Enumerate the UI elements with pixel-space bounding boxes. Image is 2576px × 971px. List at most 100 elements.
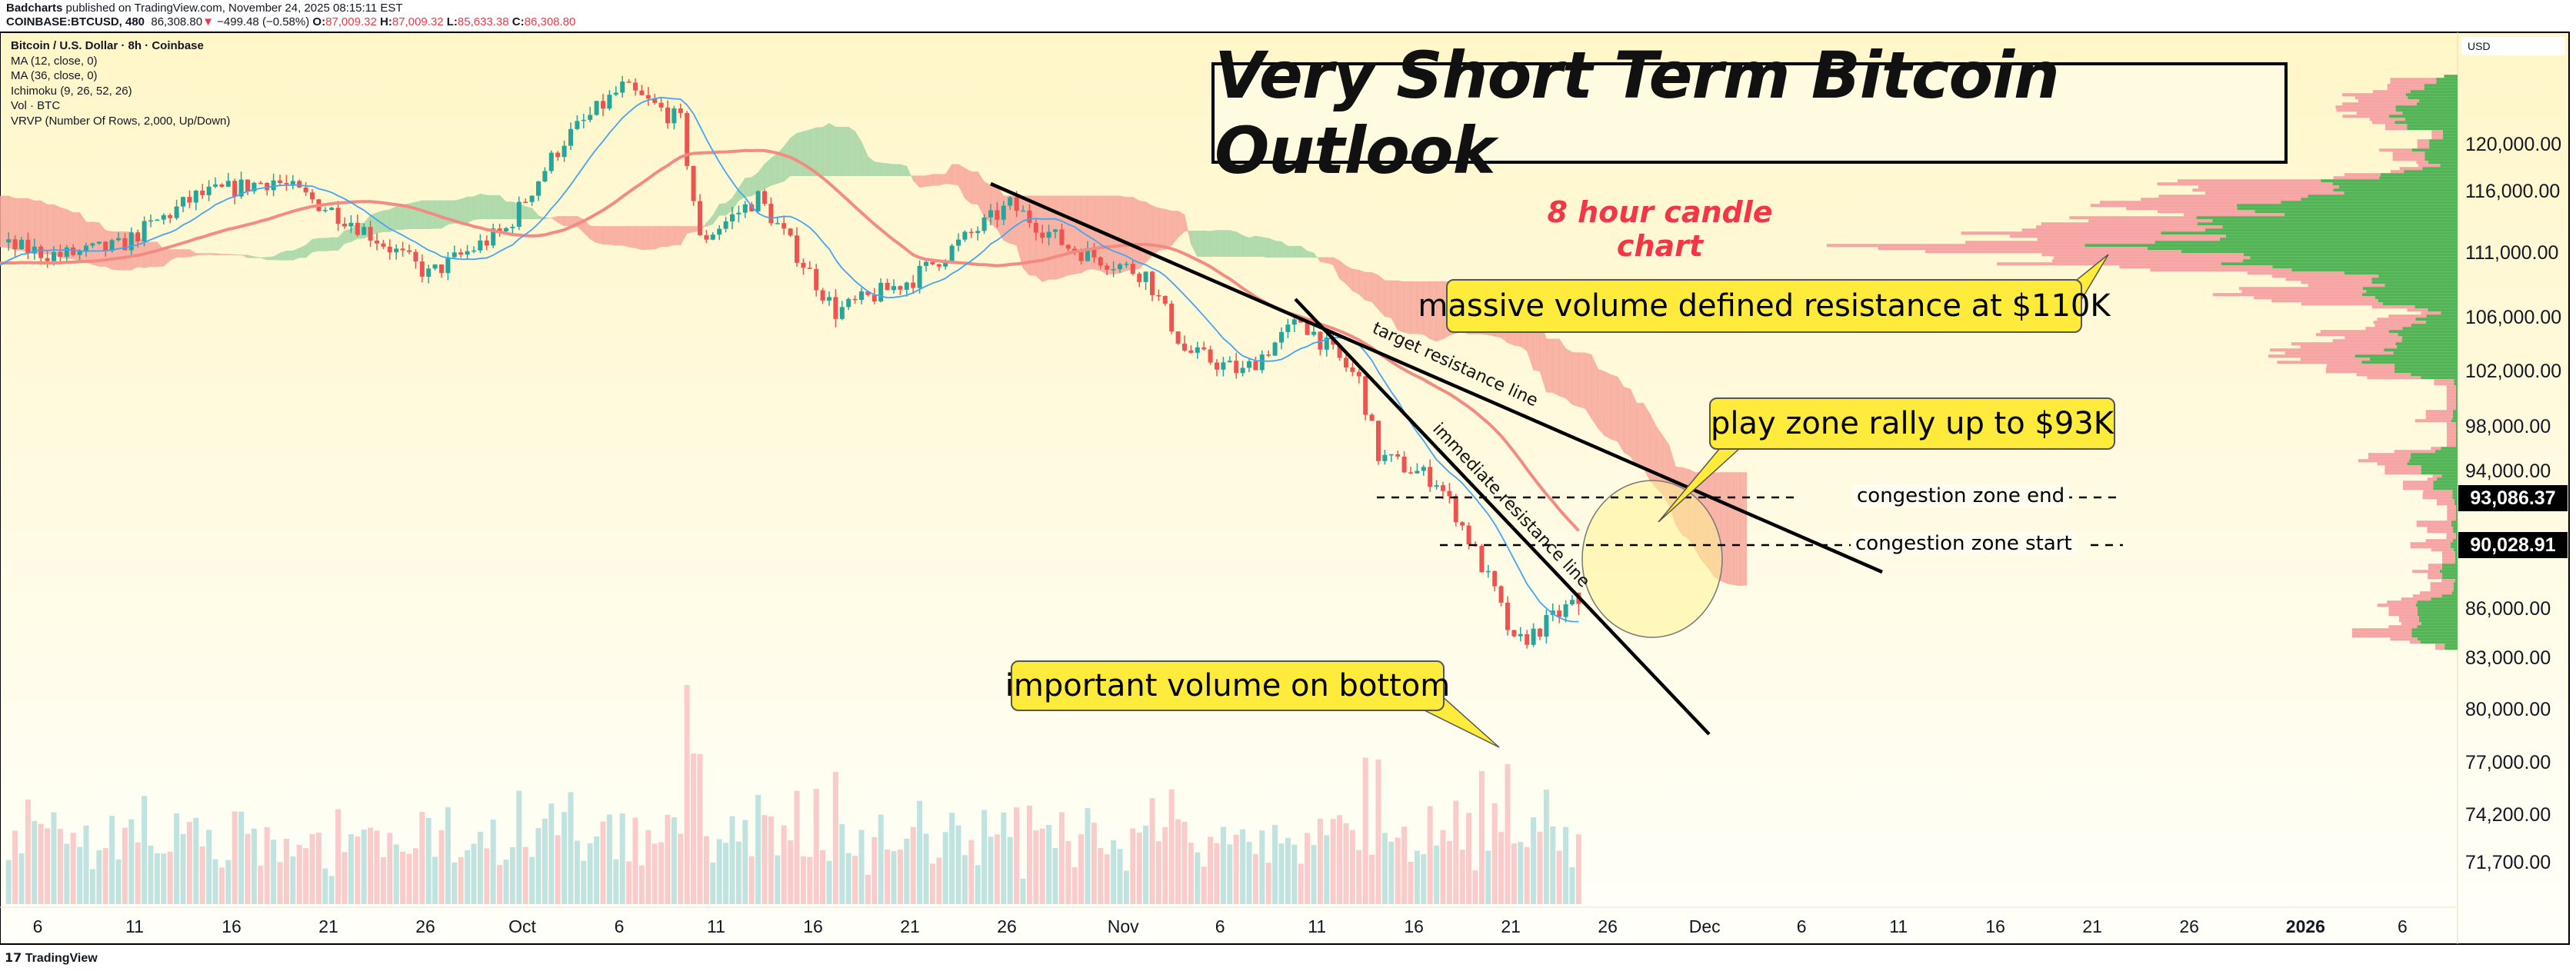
- chart-subtitle[interactable]: 8 hour candle chart: [1547, 195, 1773, 263]
- volume-bar: [1026, 805, 1032, 904]
- candle-body: [516, 201, 522, 227]
- vrvp-down-row: [2446, 404, 2456, 407]
- ichimoku-cloud-segment: [951, 164, 959, 186]
- volume-bar: [258, 866, 264, 904]
- candle-body: [478, 240, 483, 251]
- candle-body: [936, 264, 941, 267]
- volume-bar: [1052, 847, 1058, 904]
- ichimoku-cloud-segment: [389, 206, 397, 232]
- candle: [245, 179, 250, 195]
- candle-body: [52, 251, 56, 261]
- ichimoku-cloud-segment: [492, 195, 500, 220]
- play-zone-circle[interactable]: [1581, 480, 1723, 638]
- candle: [290, 175, 295, 190]
- candle: [368, 221, 373, 248]
- ichimoku-cloud-segment: [1565, 347, 1573, 405]
- legend-item-volume[interactable]: Vol · BTC: [11, 99, 61, 112]
- vrvp-down-row: [2446, 437, 2456, 441]
- volume-bar: [994, 834, 1000, 904]
- vrvp-down-row: [2435, 647, 2445, 650]
- ichimoku-cloud-segment: [1113, 195, 1121, 274]
- candle: [1208, 345, 1213, 365]
- volume-bar: [1317, 818, 1323, 904]
- candle: [885, 278, 890, 291]
- time-tick: 16: [1985, 916, 2005, 936]
- volume-bar: [309, 833, 315, 904]
- target-resistance-trendline[interactable]: [990, 181, 1883, 574]
- candle: [788, 228, 793, 238]
- candle: [594, 100, 599, 116]
- vrvp-up-row: [2382, 302, 2458, 306]
- price-tick: 111,000.00: [2465, 242, 2559, 264]
- candle-body: [581, 119, 586, 121]
- vrvp-up-row: [2272, 265, 2458, 269]
- volume-bar: [897, 850, 903, 904]
- candle: [555, 151, 561, 161]
- legend-title[interactable]: Bitcoin / U.S. Dollar · 8h · Coinbase: [11, 39, 204, 52]
- candle-body: [426, 268, 432, 277]
- vrvp-down-row: [2184, 213, 2285, 217]
- candle-body: [1376, 421, 1381, 461]
- vrvp-up-row: [2281, 201, 2458, 205]
- legend-item-ma36[interactable]: MA (36, close, 0): [11, 69, 98, 82]
- vrvp-up-row: [2453, 588, 2458, 592]
- volume-bar: [691, 753, 697, 904]
- play-zone-callout[interactable]: play zone rally up to $93K: [1709, 397, 2115, 450]
- ichimoku-cloud-segment: [654, 226, 661, 250]
- vrvp-up-row: [2451, 419, 2458, 423]
- volume-bar: [225, 860, 232, 904]
- candle: [1259, 350, 1265, 374]
- candle-body: [90, 243, 95, 246]
- ichimoku-cloud-segment: [1235, 231, 1243, 258]
- candle-body: [723, 221, 728, 229]
- volume-bar: [968, 840, 975, 904]
- legend-item-ma12[interactable]: MA (12, close, 0): [11, 54, 98, 68]
- ichimoku-cloud-segment: [932, 174, 940, 186]
- vrvp-up-row: [2378, 299, 2458, 303]
- candle: [975, 226, 981, 241]
- candle: [633, 78, 638, 96]
- vrvp-up-row: [2361, 293, 2458, 297]
- candle-body: [1382, 454, 1388, 461]
- ichimoku-cloud-segment: [1617, 375, 1625, 454]
- candle-body: [1201, 347, 1207, 350]
- volume-bar: [1272, 824, 1278, 904]
- vrvp-down-row: [2430, 585, 2454, 589]
- vrvp-up-row: [2321, 179, 2458, 183]
- legend-item-vrvp[interactable]: VRVP (Number Of Rows, 2,000, Up/Down): [11, 114, 231, 128]
- candle-body: [1344, 357, 1348, 367]
- ichimoku-cloud-segment: [1352, 268, 1360, 295]
- legend-item-ichimoku[interactable]: Ichimoku (9, 26, 52, 26): [11, 84, 132, 98]
- volume-bar: [535, 828, 542, 904]
- candle-body: [116, 238, 121, 241]
- tradingview-logo[interactable]: 𝟭𝟳 TradingView: [5, 950, 98, 966]
- currency-selector[interactable]: USD: [2461, 37, 2565, 55]
- vrvp-down-row: [2442, 554, 2456, 558]
- volume-bar: [587, 843, 593, 904]
- vrvp-down-row: [2052, 259, 2243, 263]
- volume-bar: [471, 843, 477, 904]
- vrvp-down-row: [2427, 477, 2438, 481]
- vrvp-up-row: [2308, 195, 2458, 198]
- vrvp-up-row: [2433, 481, 2458, 484]
- candle-body: [1453, 496, 1458, 523]
- author[interactable]: Badcharts: [6, 2, 63, 15]
- candle-body: [1065, 244, 1071, 249]
- ichimoku-cloud-segment: [1598, 368, 1605, 437]
- time-tick: 21: [2082, 916, 2102, 936]
- immediate-resistance-trendline[interactable]: [1294, 298, 1711, 736]
- resistance-callout[interactable]: massive volume defined resistance at $11…: [1418, 279, 2111, 333]
- volume-callout[interactable]: important volume on bottom: [1005, 660, 1450, 711]
- ichimoku-cloud-segment: [480, 193, 488, 220]
- vrvp-down-row: [2315, 333, 2398, 337]
- vrvp-up-row: [2436, 81, 2458, 85]
- candle-body: [685, 112, 690, 166]
- volume-bar: [885, 850, 891, 904]
- volume-bar: [891, 850, 897, 904]
- candle: [32, 238, 37, 260]
- chart-title-box[interactable]: Very Short Term Bitcoin Outlook: [1211, 38, 2288, 188]
- candle: [232, 178, 238, 205]
- volume-bar: [18, 853, 25, 904]
- candle: [1221, 356, 1226, 377]
